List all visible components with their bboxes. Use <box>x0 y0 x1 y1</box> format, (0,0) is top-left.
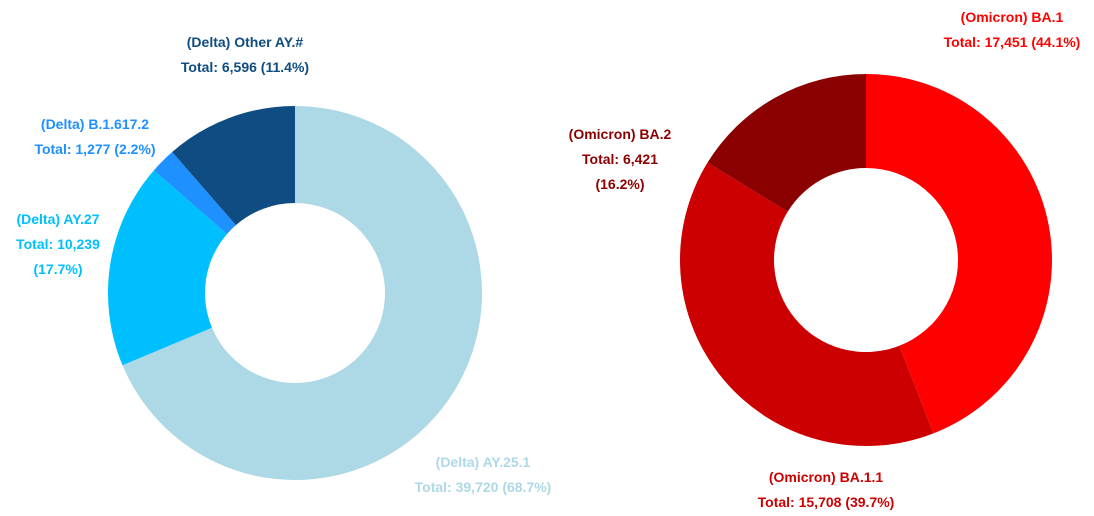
slice-label: (Omicron) BA.2 Total: 6,421 (16.2%) <box>560 122 680 197</box>
donut-slice <box>680 162 934 446</box>
slice-value: Total: 1,277 (2.2%) <box>34 141 156 157</box>
slice-name: (Delta) AY.27 <box>16 211 100 227</box>
donut-slice <box>866 74 1053 434</box>
donut-slice <box>153 151 236 234</box>
donut-slice <box>707 74 866 212</box>
slice-label: (Delta) Other AY.# Total: 6,596 (11.4%) <box>125 30 365 80</box>
slice-name: (Omicron) BA.2 <box>568 126 672 142</box>
slice-name: (Delta) B.1.617.2 <box>40 116 150 132</box>
slice-label: (Omicron) BA.1.1 Total: 15,708 (39.7%) <box>706 465 946 515</box>
slice-label: (Delta) AY.27 Total: 10,239 (17.7%) <box>3 207 113 282</box>
slice-value: Total: 10,239 (17.7%) <box>16 236 100 277</box>
slice-label: (Delta) AY.25.1 Total: 39,720 (68.7%) <box>353 450 613 500</box>
slice-value: Total: 6,596 (11.4%) <box>180 59 310 75</box>
donut-slice <box>172 106 295 226</box>
donut-slice <box>108 170 228 366</box>
slice-name: (Delta) Other AY.# <box>186 34 304 50</box>
slice-name: (Delta) AY.25.1 <box>435 454 531 470</box>
donut-slice <box>122 106 483 480</box>
slice-name: (Omicron) BA.1 <box>960 9 1064 25</box>
slice-name: (Omicron) BA.1.1 <box>768 469 884 485</box>
slice-label: (Delta) B.1.617.2 Total: 1,277 (2.2%) <box>0 112 195 162</box>
slice-value: Total: 17,451 (44.1%) <box>943 34 1081 50</box>
slice-label: (Omicron) BA.1 Total: 17,451 (44.1%) <box>892 5 1094 55</box>
slice-value: Total: 6,421 (16.2%) <box>582 151 658 192</box>
slice-value: Total: 15,708 (39.7%) <box>757 494 895 510</box>
slice-value: Total: 39,720 (68.7%) <box>414 479 552 495</box>
